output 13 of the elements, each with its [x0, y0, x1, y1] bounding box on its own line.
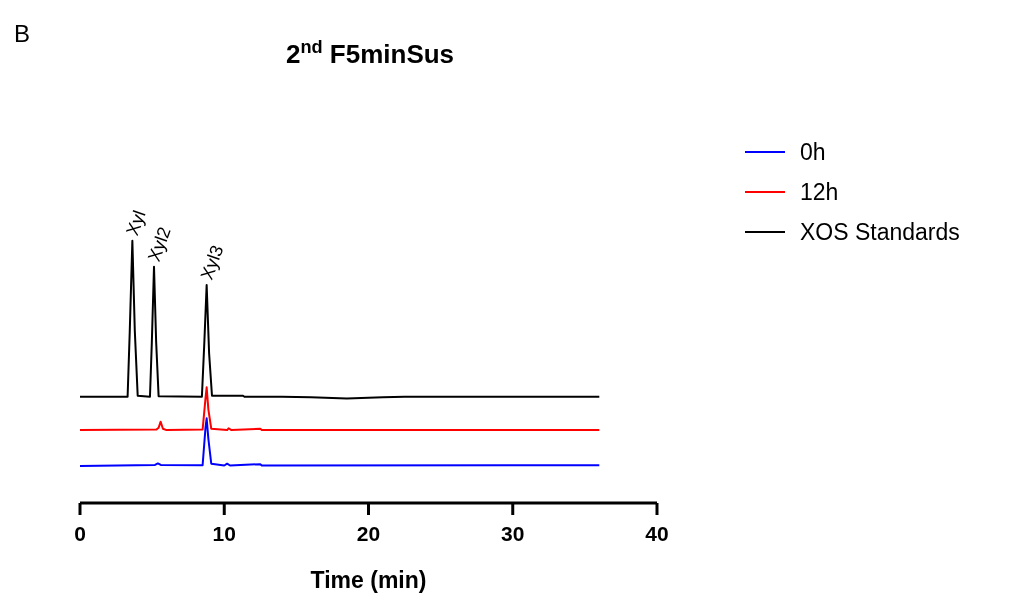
x-tick-label: 20 [356, 522, 381, 545]
x-axis-title: Time (min) [310, 567, 427, 593]
annotation: Xyl [122, 207, 150, 239]
text: B [14, 20, 31, 47]
annotation: Xyl3 [196, 242, 228, 283]
x-tick-label: 40 [645, 522, 669, 545]
x-tick-label: 30 [501, 522, 525, 545]
legend-label: XOS Standards [800, 219, 960, 245]
chart-title: 2$^{nd}$ F5minSus [285, 37, 455, 69]
legend-label: 0h [800, 139, 826, 165]
x-tick-label: 0 [74, 522, 86, 545]
legend-label: 12h [800, 179, 839, 205]
x-tick-label: 10 [212, 522, 236, 545]
